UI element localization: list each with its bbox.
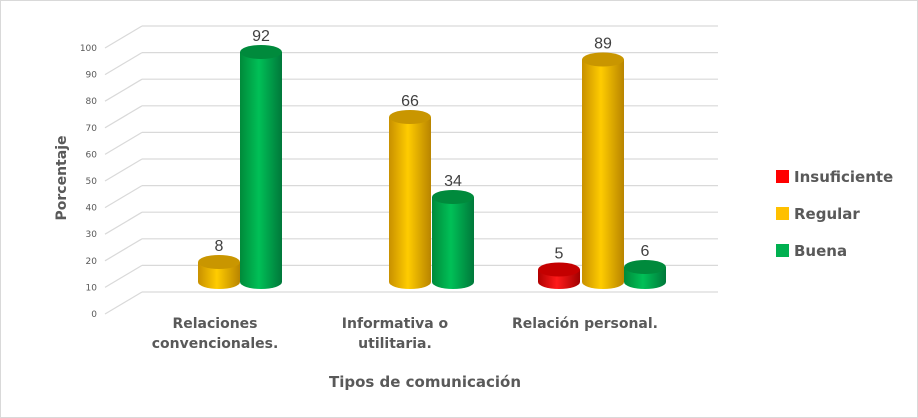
data-label: 34 [444, 173, 462, 190]
bars: 8 92 66 34 5 89 6 [198, 28, 666, 289]
bar-buena: 92 [240, 28, 282, 289]
legend-item-regular: Regular [776, 195, 893, 232]
x-axis-title: Tipos de comunicación [328, 373, 522, 391]
bar-regular: 66 [389, 93, 431, 289]
y-tick-label: 100 [80, 44, 97, 54]
y-tick-label: 0 [91, 310, 97, 320]
y-tick-label: 30 [86, 230, 98, 240]
y-tick-label: 70 [86, 124, 98, 134]
data-label: 89 [594, 36, 612, 53]
y-axis-ticks: 0 10 20 30 40 50 60 70 80 90 100 [80, 44, 97, 320]
category-label-relacion-personal: Relación personal. [512, 316, 658, 332]
legend-swatch-green-icon [776, 244, 789, 257]
legend-item-buena: Buena [776, 232, 893, 269]
legend-swatch-yellow-icon [776, 207, 789, 220]
bar-regular: 89 [582, 36, 624, 289]
legend-item-insuficiente: Insuficiente [776, 158, 893, 195]
y-tick-label: 20 [86, 257, 98, 267]
y-tick-label: 90 [86, 71, 98, 81]
data-label: 92 [252, 28, 270, 45]
y-tick-label: 80 [86, 97, 98, 107]
data-label: 66 [401, 93, 419, 110]
category-label-informativa-utilitaria: Informativa o utilitaria. [341, 316, 449, 352]
y-tick-label: 60 [86, 150, 98, 160]
y-axis-title: Porcentaje [54, 135, 70, 221]
y-tick-label: 40 [86, 204, 98, 214]
data-label: 8 [215, 238, 224, 255]
bar-regular: 8 [198, 238, 240, 289]
data-label: 5 [555, 246, 564, 263]
y-tick-label: 10 [86, 283, 98, 293]
bar-buena: 6 [624, 243, 666, 289]
data-label: 6 [641, 243, 650, 260]
category-label-relaciones-convencionales: Relaciones convencionales. [151, 316, 279, 352]
legend: Insuficiente Regular Buena [776, 158, 893, 269]
legend-swatch-red-icon [776, 170, 789, 183]
bar-insuficiente: 5 [538, 246, 580, 289]
bar-buena: 34 [432, 173, 474, 289]
y-tick-label: 50 [86, 177, 98, 187]
